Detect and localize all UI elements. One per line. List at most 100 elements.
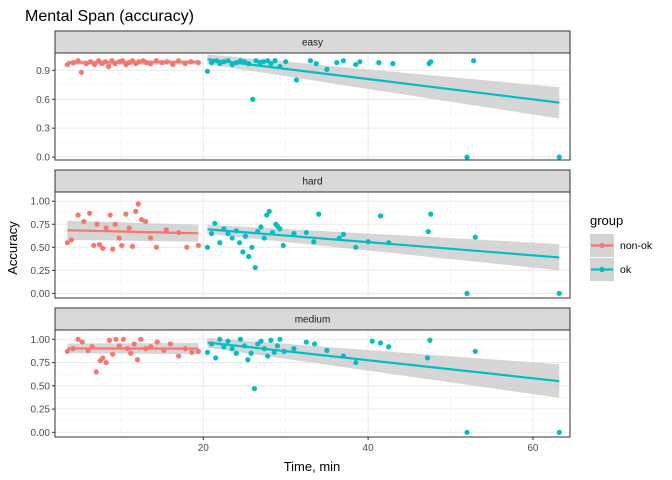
data-point-non-ok: [128, 350, 134, 356]
data-point-non-ok: [143, 218, 149, 225]
panel-border: [54, 329, 571, 438]
data-point-non-ok: [75, 336, 81, 342]
data-point-ok: [427, 337, 433, 343]
data-point-ok: [377, 213, 384, 219]
data-point-ok: [272, 58, 278, 64]
data-point-ok: [268, 61, 274, 67]
data-point-ok: [556, 154, 562, 160]
data-point-ok: [556, 429, 562, 435]
data-point-non-ok: [94, 221, 100, 227]
data-point-ok: [229, 235, 235, 241]
y-tick-label: 0.75: [31, 358, 51, 369]
data-point-non-ok: [93, 369, 99, 375]
y-tick-label: 0.3: [36, 124, 50, 135]
data-point-ok: [340, 58, 346, 64]
data-point-ok: [464, 154, 470, 160]
fit-line-ok: [207, 58, 560, 104]
x-tick-label: 40: [363, 443, 375, 454]
data-point-ok: [316, 211, 322, 217]
data-point-ok: [390, 61, 396, 67]
data-point-ok: [249, 244, 255, 250]
y-tick-label: 0.00: [31, 289, 51, 300]
data-point-non-ok: [119, 242, 125, 249]
data-point-ok: [264, 212, 270, 218]
y-tick-label: 0.50: [31, 243, 51, 254]
data-point-ok: [353, 61, 359, 68]
data-point-ok: [464, 290, 470, 296]
data-point-ok: [280, 242, 286, 249]
data-point-ok: [377, 340, 384, 346]
data-point-non-ok: [110, 351, 116, 357]
data-point-non-ok: [103, 225, 109, 231]
data-point-ok: [307, 58, 314, 64]
y-tick-label: 1.00: [31, 335, 51, 346]
data-point-ok: [311, 239, 317, 245]
data-point-ok: [251, 386, 258, 392]
data-point-ok: [266, 208, 272, 214]
data-point-ok: [208, 60, 215, 66]
legend: group non-ok ok: [590, 213, 653, 281]
data-point-ok: [283, 59, 289, 65]
data-point-non-ok: [123, 211, 129, 217]
legend-label-non-ok: non-ok: [620, 240, 653, 252]
data-point-ok: [208, 230, 215, 237]
data-point-non-ok: [110, 246, 116, 252]
data-point-ok: [291, 346, 297, 352]
data-point-ok: [353, 359, 359, 366]
data-point-non-ok: [103, 359, 109, 366]
data-point-non-ok: [138, 336, 144, 342]
data-point-non-ok: [81, 218, 87, 225]
data-point-ok: [204, 68, 211, 74]
data-point-non-ok: [133, 208, 139, 214]
facet-label: easy: [302, 38, 323, 49]
data-point-non-ok: [184, 244, 190, 250]
data-point-ok: [324, 347, 330, 354]
data-point-non-ok: [75, 212, 81, 218]
data-point-ok: [217, 61, 223, 67]
data-point-ok: [237, 336, 243, 342]
data-point-non-ok: [138, 217, 145, 223]
data-point-non-ok: [195, 348, 201, 354]
data-point-ok: [229, 346, 235, 352]
panel-easy: easy 0.0 0.3 0.6 0.9: [36, 30, 571, 164]
data-point-ok: [212, 220, 218, 226]
data-point-ok: [248, 350, 254, 356]
data-point-ok: [313, 61, 319, 67]
data-point-ok: [274, 343, 281, 349]
y-tick-label: 0.0: [36, 153, 50, 164]
panel-border: [54, 52, 571, 161]
data-point-ok: [376, 60, 382, 66]
data-point-ok: [258, 224, 264, 230]
y-axis-title: Accuracy: [5, 221, 20, 275]
y-tick-label: 0.00: [31, 428, 51, 439]
data-point-ok: [260, 59, 267, 65]
data-point-ok: [291, 230, 297, 237]
data-point-non-ok: [116, 343, 122, 349]
data-point-ok: [324, 66, 330, 72]
y-tick-label: 0.50: [31, 381, 51, 392]
data-point-non-ok: [154, 339, 160, 345]
data-point-ok: [242, 233, 248, 239]
data-point-ok: [233, 350, 239, 356]
data-point-ok: [428, 59, 434, 65]
data-point-ok: [464, 429, 470, 435]
data-point-ok: [472, 234, 478, 240]
data-point-non-ok: [195, 242, 201, 249]
data-point-ok: [252, 264, 258, 271]
data-point-ok: [293, 77, 300, 83]
data-point-ok: [425, 229, 431, 235]
data-point-ok: [303, 339, 309, 345]
data-point-non-ok: [120, 336, 126, 342]
data-point-non-ok: [116, 235, 122, 241]
data-point-ok: [264, 353, 271, 359]
data-point-ok: [204, 349, 211, 355]
y-tick-label: 0.75: [31, 220, 51, 231]
data-point-ok: [428, 211, 434, 217]
data-point-non-ok: [96, 241, 103, 248]
data-point-ok: [225, 338, 231, 344]
data-point-non-ok: [107, 212, 113, 218]
data-point-ok: [277, 336, 283, 342]
data-point-non-ok: [87, 210, 93, 216]
data-point-ok: [311, 341, 318, 347]
